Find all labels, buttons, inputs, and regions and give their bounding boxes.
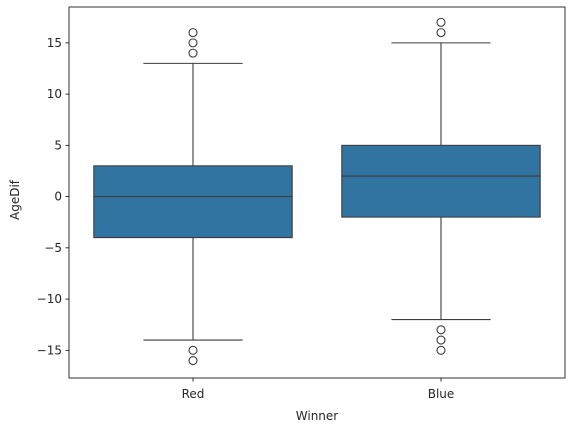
x-tick-label: Blue — [428, 387, 455, 401]
y-tick-label: 15 — [47, 36, 62, 50]
outlier-point — [188, 38, 198, 48]
y-axis-title: AgeDif — [8, 179, 22, 220]
box-red — [93, 165, 293, 239]
y-tick-label: −15 — [37, 343, 62, 357]
outlier-point — [436, 325, 446, 335]
outlier-point — [436, 345, 446, 355]
y-tick-label: 10 — [47, 87, 62, 101]
outlier-point — [436, 17, 446, 27]
outlier-point — [188, 28, 198, 38]
y-tick-label: 0 — [54, 190, 62, 204]
outlier-point — [188, 356, 198, 366]
outlier-point — [188, 48, 198, 58]
outlier-point — [188, 345, 198, 355]
box-blue — [341, 144, 541, 218]
x-tick-label: Red — [182, 387, 205, 401]
y-tick-label: −10 — [37, 292, 62, 306]
outlier-point — [436, 335, 446, 345]
x-axis-title: Winner — [296, 409, 339, 423]
y-tick-label: −5 — [44, 241, 62, 255]
plot-frame — [68, 6, 566, 379]
outlier-point — [436, 28, 446, 38]
y-tick-label: 5 — [54, 138, 62, 152]
